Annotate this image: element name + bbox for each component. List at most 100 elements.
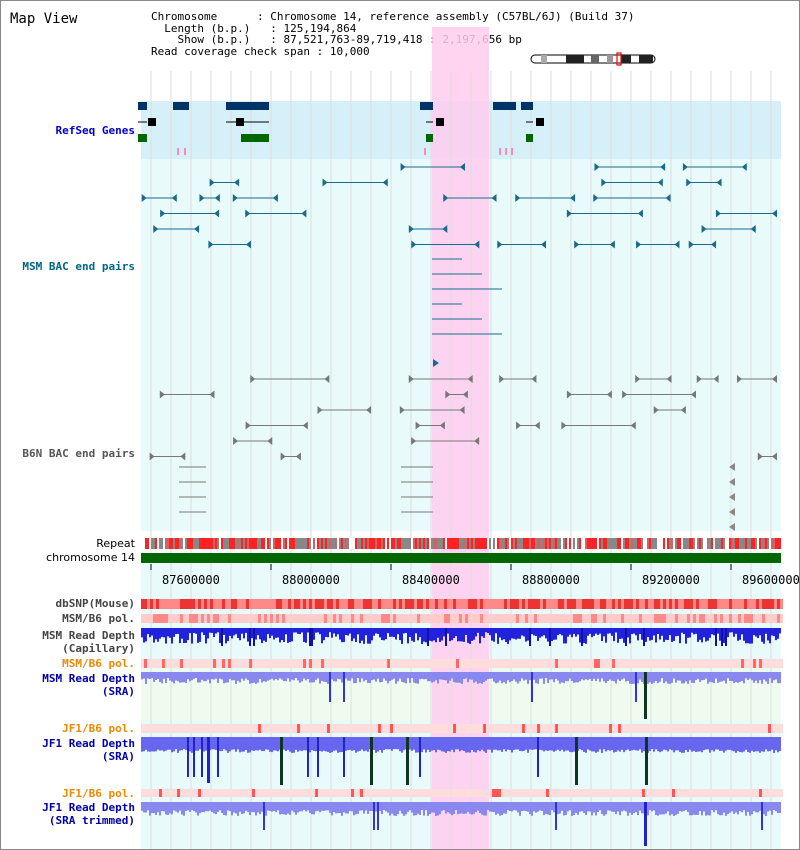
jf1-sra-depth-bin [213,737,215,750]
msm-capillary-depth-bin [147,628,149,635]
jf1-b6-pol2-bin [480,789,483,797]
dbsnp-bin [702,599,705,609]
jf1-trimmed-depth-bin [185,802,187,811]
jf1-trimmed-depth-bin [623,802,625,811]
jf1-sra-depth-bin [427,737,429,750]
track-label-jf1-b6-pol-1[interactable]: JF1/B6 pol. [62,722,135,735]
jf1-b6-pol2-bin [285,789,288,797]
track-label-jf1-depth-trimmed[interactable]: JF1 Read Depth (SRA trimmed) [7,801,135,827]
jf1-sra-depth-bin [169,737,171,750]
msm-b6-pol2-bin [414,659,417,668]
b6n-bac-pair-end [209,390,215,399]
track-label-msm-depth-sra[interactable]: MSM Read Depth (SRA) [7,672,135,698]
msm-b6-pol-bin [750,614,753,623]
msm-bac-pair-end [715,209,721,218]
track-label-repeat[interactable]: Repeat [96,537,135,550]
jf1-sra-depth-bin [309,737,311,753]
repeat-segment [357,538,359,549]
chromosome-ideogram[interactable] [530,52,656,66]
jf1-sra-depth-bin [423,737,425,750]
jf1-trimmed-depth-bin [707,802,709,816]
repeat-segment [469,538,471,549]
jf1-b6-pol1-bin [219,724,222,733]
msm-b6-pol2-bin [453,659,456,668]
track-label-msm-b6-pol-2[interactable]: MSM/B6 pol. [62,657,135,670]
track-label-refseq[interactable]: RefSeq Genes [55,124,135,137]
msm-sra-depth-bin [697,672,699,679]
refseq-gene-exon [236,118,244,126]
track-label-jf1-b6-pol-2[interactable]: JF1/B6 pol. [62,787,135,800]
msm-sra-depth-bin [285,672,287,682]
dbsnp-bin [261,599,264,609]
jf1-b6-pol2-bin [579,789,582,797]
jf1-b6-pol2-bin [315,789,318,797]
jf1-b6-pol1-bin [234,724,237,733]
jf1-b6-pol2-bin [477,789,480,797]
repeat-segment [689,538,691,549]
jf1-sra-depth-bin [393,737,395,750]
jf1-trimmed-depth-bin [485,802,487,816]
msm-capillary-depth-bin [743,628,745,641]
jf1-b6-pol2-bin [456,789,459,797]
jf1-b6-pol1-bin [456,724,459,733]
jf1-b6-pol1-bin [771,724,774,733]
repeat-segment [387,538,389,549]
msm-sra-depth-bin [529,672,531,681]
refseq-gene [241,134,269,142]
track-label-dbsnp[interactable]: dbSNP(Mouse) [55,597,135,610]
dbsnp-bin [735,599,738,609]
repeat-segment [665,538,667,549]
msm-sra-depth-bin [609,672,611,680]
jf1-b6-pol2-bin [600,789,603,797]
jf1-trimmed-depth-bin [315,802,317,812]
track-label-msm-bac[interactable]: MSM BAC end pairs [22,260,135,273]
repeat-segment [423,538,425,549]
msm-b6-pol-bin [612,614,615,623]
track-label-msm-depth-capillary[interactable]: MSM Read Depth (Capillary) [7,629,135,655]
repeat-segment [629,538,631,549]
msm-capillary-depth-bin [169,628,171,638]
msm-sra-depth-bin [371,672,373,681]
jf1-b6-pol1-bin [621,724,624,733]
msm-sra-depth-bin [415,672,417,684]
jf1-sra-depth-bin [437,737,439,750]
b6n-bac-pair-end [474,437,480,445]
dbsnp-bin [567,599,570,609]
msm-sra-depth-bin [501,672,503,684]
track-label-chromosome[interactable]: chromosome 14 [46,551,135,564]
track-label-msm-b6-pol-1[interactable]: MSM/B6 pol. [62,612,135,625]
msm-b6-pol-bin [729,614,732,623]
jf1-trimmed-depth-bin [483,802,485,816]
jf1-sra-depth-bin [757,737,759,752]
msm-b6-pol-bin [153,614,156,623]
msm-capillary-depth-bin [163,628,165,638]
jf1-sra-depth-bin [763,737,765,752]
track-label-jf1-depth-sra[interactable]: JF1 Read Depth (SRA) [7,737,135,763]
jf1-b6-pol1-bin [675,724,678,733]
repeat-segment [625,538,627,549]
track-label-b6n-bac[interactable]: B6N BAC end pairs [22,447,135,460]
msm-capillary-depth-bin [353,628,355,639]
jf1-sra-depth-bin [319,737,321,751]
repeat-segment [205,538,207,549]
jf1-sra-depth-bin [183,737,185,750]
jf1-trimmed-depth-bin [727,802,729,815]
msm-capillary-depth-bin [731,628,733,633]
repeat-segment [679,538,681,549]
jf1-b6-pol1-bin [717,724,720,733]
msm-sra-depth-bin [671,672,673,683]
jf1-sra-depth-bin [321,737,323,752]
repeat-segment [731,538,733,549]
msm-sra-depth-bin [689,672,691,681]
dbsnp-bin [189,599,192,609]
dbsnp-bin [765,599,768,609]
b6n-bac-pair-end [566,390,572,399]
jf1-sra-depth-bin [477,737,479,751]
jf1-trimmed-depth-bin [259,802,261,815]
jf1-b6-pol1-bin [684,724,687,733]
msm-sra-depth-bin [573,672,575,683]
jf1-b6-pol1-bin [312,724,315,733]
dbsnp-bin [426,599,429,609]
jf1-sra-depth-bin [711,737,713,751]
